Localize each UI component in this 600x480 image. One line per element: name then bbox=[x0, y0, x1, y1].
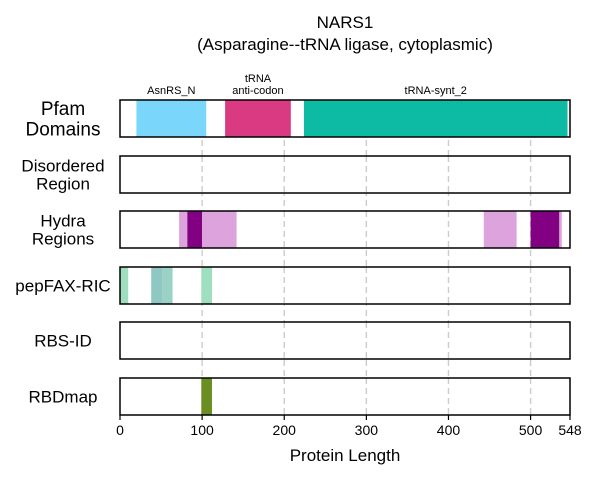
x-tick-label-500: 500 bbox=[519, 422, 543, 438]
grid-lines bbox=[201, 100, 532, 415]
x-axis-label: Protein Length bbox=[290, 446, 401, 465]
x-tick-label-100: 100 bbox=[190, 422, 214, 438]
track-label: Regions bbox=[32, 230, 94, 249]
x-tick-label-548: 548 bbox=[558, 422, 582, 438]
segment-0-0 bbox=[136, 100, 207, 137]
segment-3-1 bbox=[151, 267, 163, 304]
track-label: Pfam bbox=[41, 99, 85, 120]
segment-3-3 bbox=[201, 267, 212, 304]
domain-label: tRNA-synt_2 bbox=[405, 85, 467, 97]
x-tick-label-0: 0 bbox=[116, 422, 124, 438]
segment-0-2 bbox=[303, 100, 568, 137]
chart-title-line2: (Asparagine--tRNA ligase, cytoplasmic) bbox=[197, 35, 493, 54]
segment-2-5 bbox=[559, 211, 562, 248]
domain-label: anti-codon bbox=[232, 85, 283, 97]
track-background bbox=[120, 267, 570, 304]
track-background bbox=[120, 378, 570, 415]
track-label: Disordered bbox=[21, 156, 104, 175]
chart-title-line1: NARS1 bbox=[317, 13, 374, 32]
x-tick-label-200: 200 bbox=[273, 422, 297, 438]
track-label: Domains bbox=[26, 119, 101, 140]
segment-5-0 bbox=[201, 378, 212, 415]
x-tick-label-400: 400 bbox=[437, 422, 461, 438]
segment-3-0 bbox=[120, 267, 129, 304]
track-label: Hydra bbox=[40, 211, 86, 230]
track-frame bbox=[119, 155, 571, 194]
segment-2-1 bbox=[187, 211, 203, 248]
track-frame bbox=[119, 266, 571, 305]
track-background bbox=[120, 322, 570, 359]
segment-2-4 bbox=[530, 211, 560, 248]
track-label: Region bbox=[36, 175, 90, 194]
x-axis: 0 100 200 300 400 500 548 bbox=[116, 415, 582, 438]
track-background bbox=[120, 156, 570, 193]
segment-3-2 bbox=[162, 267, 173, 304]
track-label: pepFAX-RIC bbox=[15, 276, 110, 295]
segment-2-3 bbox=[483, 211, 517, 248]
segment-0-1 bbox=[225, 100, 291, 137]
track-frame bbox=[119, 99, 571, 138]
track-label: RBS-ID bbox=[34, 331, 92, 350]
track-frame bbox=[119, 321, 571, 360]
track-frame bbox=[119, 377, 571, 416]
x-tick-label-300: 300 bbox=[355, 422, 379, 438]
track-3: pepFAX-RIC bbox=[15, 266, 571, 305]
segment-2-0 bbox=[179, 211, 188, 248]
domain-label: tRNA bbox=[245, 73, 272, 85]
track-label: RBDmap bbox=[29, 387, 98, 406]
track-frame bbox=[119, 210, 571, 249]
track-5: RBDmap bbox=[29, 377, 571, 416]
segment-2-2 bbox=[202, 211, 237, 248]
domain-label: AsnRS_N bbox=[147, 85, 195, 97]
track-4: RBS-ID bbox=[34, 321, 571, 360]
